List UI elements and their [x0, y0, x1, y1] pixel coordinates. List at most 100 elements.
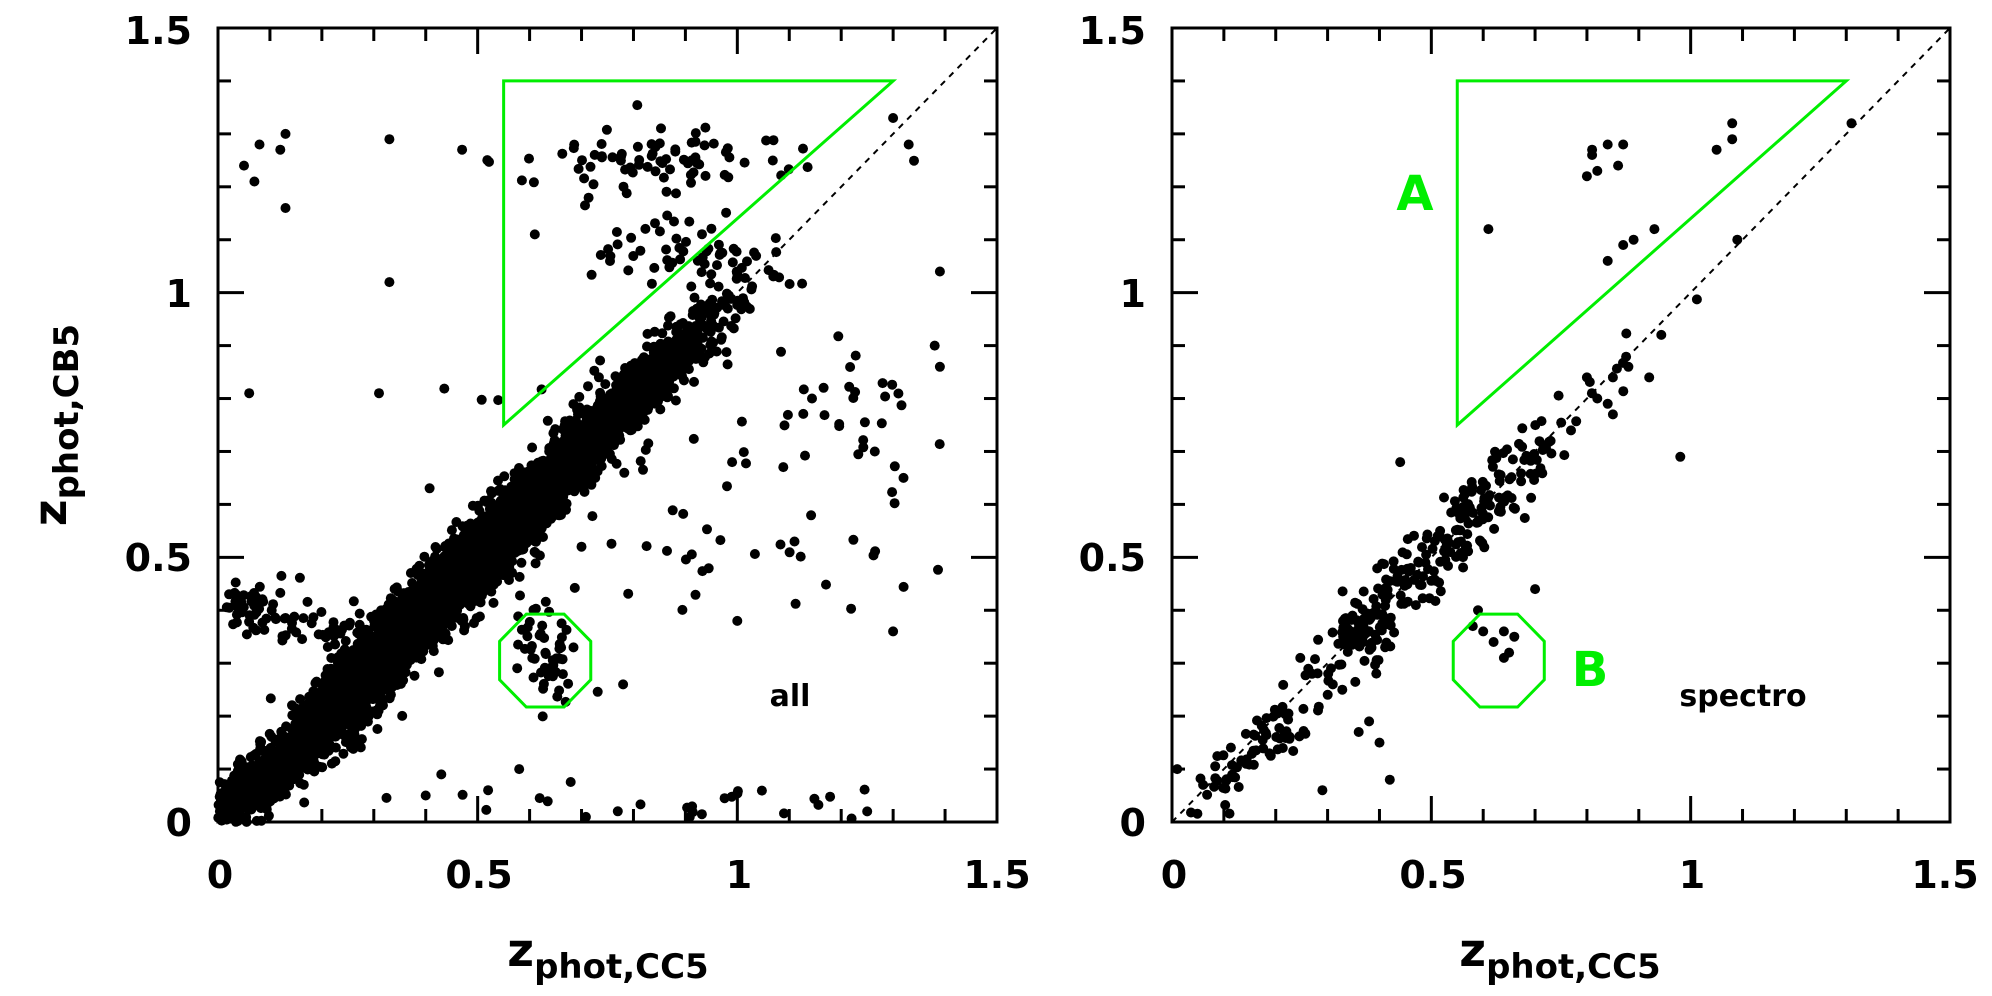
data-point: [649, 326, 660, 337]
data-point: [616, 420, 627, 431]
data-point: [626, 360, 636, 371]
panel-all: 0 0.5 1 1.5 0 0.5 1 1.5 all zphot,CC5 zp…: [23, 9, 1031, 987]
data-point: [722, 359, 733, 370]
data-point: [614, 387, 625, 398]
data-point: [486, 535, 497, 546]
data-point: [455, 561, 466, 572]
data-point: [436, 572, 447, 583]
data-point: [486, 586, 497, 597]
data-point: [688, 306, 699, 316]
data-point: [486, 486, 496, 497]
data-point: [651, 368, 662, 379]
data-point: [287, 700, 297, 711]
data-point: [446, 525, 457, 536]
data-point: [235, 782, 246, 793]
data-point: [637, 376, 648, 386]
data-point: [409, 670, 420, 681]
data-point: [691, 349, 701, 360]
data-point: [449, 583, 460, 594]
data-point: [389, 584, 400, 594]
data-point: [523, 466, 534, 477]
data-point: [583, 454, 594, 465]
data-point: [618, 369, 629, 380]
data-point: [509, 468, 520, 479]
data-point: [657, 328, 668, 339]
data-point: [476, 542, 487, 553]
data-point: [449, 534, 459, 545]
data-point: [746, 284, 757, 295]
data-point: [236, 756, 247, 767]
data-point: [478, 587, 489, 598]
data-point: [642, 341, 652, 352]
data-point: [412, 569, 423, 580]
data-point: [405, 655, 416, 665]
data-point: [572, 452, 583, 462]
data-point: [702, 324, 713, 335]
data-point: [516, 557, 527, 568]
data-point: [689, 292, 700, 303]
data-point: [297, 743, 307, 754]
data-point: [496, 554, 507, 565]
data-point: [688, 326, 699, 337]
data-point: [728, 323, 739, 334]
data-point: [592, 423, 603, 434]
data-point: [299, 797, 310, 808]
data-point: [477, 561, 488, 572]
data-point: [243, 773, 254, 784]
data-point: [265, 693, 276, 704]
data-point: [517, 511, 528, 522]
data-point: [574, 391, 585, 402]
data-point: [498, 570, 509, 581]
data-point: [705, 278, 716, 289]
plot-frame: [216, 26, 999, 824]
data-point: [555, 507, 566, 518]
data-point: [472, 500, 483, 511]
data-point: [638, 352, 649, 363]
data-point: [600, 379, 611, 390]
data-point: [591, 465, 602, 476]
data-point: [470, 595, 481, 606]
data-point: [446, 593, 457, 604]
data-point: [613, 398, 624, 409]
data-point: [489, 558, 500, 569]
data-point: [327, 674, 338, 685]
data-point: [583, 464, 594, 475]
data-point: [713, 322, 724, 333]
data-point: [578, 477, 589, 487]
data-point: [476, 513, 487, 524]
data-point: [619, 467, 630, 478]
data-point: [655, 404, 666, 415]
data-point: [628, 401, 639, 412]
data-point: [547, 511, 558, 522]
data-point: [417, 604, 428, 614]
data-point: [670, 395, 681, 406]
data-point: [721, 347, 732, 358]
data-point: [689, 376, 699, 387]
data-point: [744, 303, 755, 314]
data-point: [489, 504, 499, 515]
data-point: [309, 758, 320, 769]
data-point: [331, 665, 342, 676]
data-point: [437, 556, 448, 566]
data-point: [610, 371, 621, 382]
data-point: [589, 365, 600, 376]
data-point: [580, 429, 591, 440]
data-point: [643, 438, 654, 449]
data-point: [580, 422, 591, 433]
data-point: [707, 294, 718, 305]
data-point: [298, 708, 309, 719]
data-point: [713, 281, 724, 292]
data-point: [668, 371, 679, 382]
data-point: [664, 312, 674, 323]
data-point: [419, 551, 430, 562]
data-point: [299, 759, 309, 770]
data-point: [428, 646, 439, 657]
data-point: [493, 475, 503, 486]
data-point: [275, 745, 286, 756]
data-point: [593, 444, 604, 455]
data-point: [276, 726, 287, 737]
data-point: [697, 332, 708, 343]
data-point: [567, 436, 578, 447]
data-point: [249, 750, 260, 761]
